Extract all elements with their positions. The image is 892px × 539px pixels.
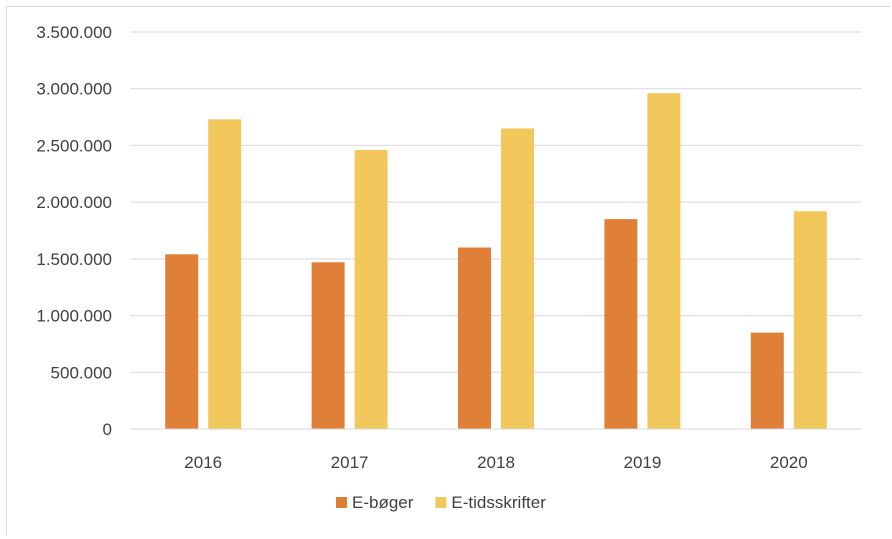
legend-swatch: [336, 497, 347, 508]
y-tick-label: 0: [103, 420, 112, 439]
bar-e-tidsskrifter-2018: [501, 128, 534, 429]
y-axis-ticks: 0 500.000 1.000.000 1.500.000 2.000.000 2.500…: [36, 23, 112, 439]
y-tick-label: 1.500.000: [36, 250, 112, 269]
bar-e-bøger-2016: [165, 254, 199, 429]
y-tick-label: 500.000: [51, 363, 112, 382]
bar-e-tidsskrifter-2017: [354, 149, 388, 430]
legend-swatch: [435, 497, 447, 508]
y-tick-label: 3.500.000: [36, 23, 112, 42]
bar-e-tidsskrifter-2016: [208, 119, 242, 429]
x-tick-label: 2018: [477, 453, 515, 472]
y-tick-label: 2.000.000: [36, 193, 112, 212]
x-tick-label: 2019: [623, 453, 661, 472]
legend-label: E-bøger: [352, 493, 414, 512]
x-tick-label: 2017: [331, 453, 369, 472]
x-axis-ticks: 2016 2017 2018 2019 2020: [184, 453, 807, 472]
bar-e-bøger-2020: [750, 332, 784, 429]
chart-frame: [6, 6, 890, 536]
y-tick-label: 3.000.000: [36, 80, 112, 99]
y-tick-label: 2.500.000: [36, 136, 112, 155]
x-tick-label: 2016: [184, 453, 222, 472]
x-tick-label: 2020: [770, 453, 808, 472]
bar-e-bøger-2019: [604, 219, 638, 429]
bar-e-bøger-2018: [458, 247, 491, 429]
y-tick-label: 1.000.000: [36, 307, 112, 326]
bar-e-tidsskrifter-2019: [647, 93, 681, 429]
bar-e-tidsskrifter-2020: [793, 211, 827, 429]
bar-e-bøger-2017: [311, 262, 345, 429]
gridlines: [130, 31, 862, 373]
bars: [165, 93, 827, 430]
legend-label: E-tidsskrifter: [451, 493, 546, 512]
legend: E-bøger E-tidsskrifter: [336, 493, 546, 512]
